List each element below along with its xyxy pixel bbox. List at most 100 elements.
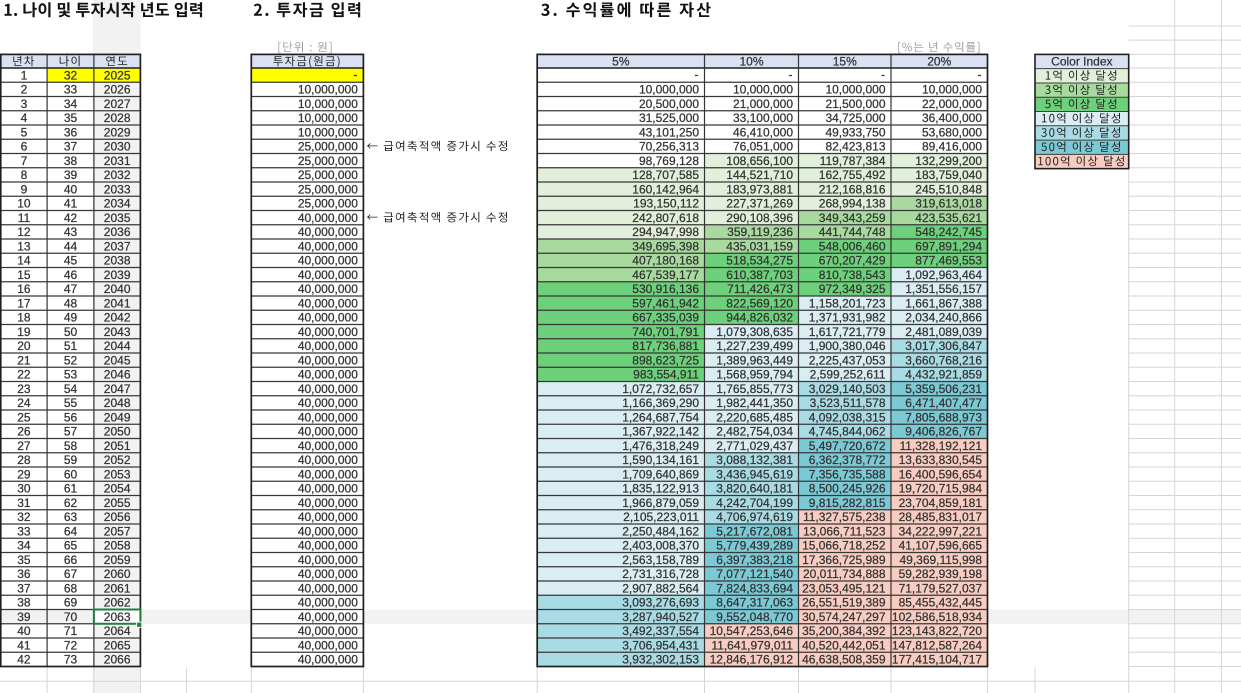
svg-text:2038: 2038 <box>104 254 131 268</box>
svg-text:59: 59 <box>64 453 78 467</box>
svg-text:28: 28 <box>17 453 31 467</box>
svg-text:3,093,276,693: 3,093,276,693 <box>622 596 699 610</box>
svg-text:1,765,855,773: 1,765,855,773 <box>716 382 793 396</box>
svg-text:40,000,000: 40,000,000 <box>298 282 358 296</box>
svg-text:40,000,000: 40,000,000 <box>298 254 358 268</box>
svg-text:7,077,121,540: 7,077,121,540 <box>716 567 793 581</box>
svg-text:34: 34 <box>64 97 78 111</box>
svg-text:1,982,441,350: 1,982,441,350 <box>716 396 793 410</box>
svg-text:76,051,000: 76,051,000 <box>733 140 793 154</box>
svg-text:1,371,931,982: 1,371,931,982 <box>809 311 886 325</box>
svg-text:57: 57 <box>64 425 78 439</box>
svg-text:3,820,640,181: 3,820,640,181 <box>716 482 793 496</box>
svg-text:71: 71 <box>64 624 78 638</box>
svg-text:25,000,000: 25,000,000 <box>298 140 358 154</box>
svg-text:15: 15 <box>17 268 31 282</box>
svg-text:40,000,000: 40,000,000 <box>298 325 358 339</box>
svg-text:441,744,748: 441,744,748 <box>819 225 886 239</box>
svg-text:40,000,000: 40,000,000 <box>298 610 358 624</box>
svg-text:3,029,140,503: 3,029,140,503 <box>809 382 886 396</box>
svg-text:14: 14 <box>17 254 31 268</box>
svg-text:40,000,000: 40,000,000 <box>298 211 358 225</box>
svg-text:2,225,437,053: 2,225,437,053 <box>809 353 886 367</box>
svg-text:10: 10 <box>17 197 31 211</box>
svg-text:2028: 2028 <box>104 111 131 125</box>
svg-text:40,000,000: 40,000,000 <box>298 467 358 481</box>
svg-text:8: 8 <box>21 168 28 182</box>
svg-text:2,403,008,370: 2,403,008,370 <box>622 539 699 553</box>
svg-text:40,000,000: 40,000,000 <box>298 268 358 282</box>
svg-text:22: 22 <box>17 368 31 382</box>
svg-text:4,432,921,859: 4,432,921,859 <box>905 368 982 382</box>
svg-text:15,066,718,252: 15,066,718,252 <box>802 539 886 553</box>
svg-text:24: 24 <box>17 396 31 410</box>
svg-text:20,500,000: 20,500,000 <box>639 97 699 111</box>
svg-text:2064: 2064 <box>104 624 131 638</box>
svg-text:40,000,000: 40,000,000 <box>298 239 358 253</box>
svg-text:20: 20 <box>17 339 31 353</box>
svg-text:40,000,000: 40,000,000 <box>298 482 358 496</box>
svg-text:349,343,259: 349,343,259 <box>819 211 886 225</box>
svg-text:597,461,942: 597,461,942 <box>632 296 699 310</box>
svg-text:27: 27 <box>17 439 31 453</box>
svg-text:19: 19 <box>17 325 31 339</box>
svg-text:1,966,879,059: 1,966,879,059 <box>622 496 699 510</box>
svg-text:23,053,495,121: 23,053,495,121 <box>802 581 886 595</box>
svg-text:810,738,543: 810,738,543 <box>819 268 886 282</box>
svg-text:435,031,159: 435,031,159 <box>726 239 793 253</box>
svg-text:290,108,396: 290,108,396 <box>726 211 793 225</box>
svg-text:10,547,253,646: 10,547,253,646 <box>710 624 794 638</box>
svg-text:-: - <box>353 68 357 82</box>
svg-text:2057: 2057 <box>104 524 131 538</box>
svg-text:407,180,168: 407,180,168 <box>632 254 699 268</box>
svg-text:2035: 2035 <box>104 211 131 225</box>
svg-text:49,933,750: 49,933,750 <box>825 125 885 139</box>
svg-text:15%: 15% <box>833 55 857 69</box>
svg-text:2027: 2027 <box>104 97 131 111</box>
svg-text:72: 72 <box>64 638 78 652</box>
svg-text:1,835,122,913: 1,835,122,913 <box>622 482 699 496</box>
svg-text:55: 55 <box>64 396 78 410</box>
svg-text:51: 51 <box>64 339 78 353</box>
svg-text:2051: 2051 <box>104 439 131 453</box>
svg-text:41: 41 <box>17 638 31 652</box>
svg-text:70,256,313: 70,256,313 <box>639 140 699 154</box>
svg-text:36: 36 <box>17 567 31 581</box>
svg-text:-: - <box>789 68 793 82</box>
svg-text:2039: 2039 <box>104 268 131 282</box>
svg-text:40,000,000: 40,000,000 <box>298 311 358 325</box>
svg-text:11,641,979,011: 11,641,979,011 <box>711 638 793 652</box>
svg-text:10,000,000: 10,000,000 <box>922 83 982 97</box>
svg-text:3,523,511,578: 3,523,511,578 <box>810 396 886 410</box>
svg-text:34,725,000: 34,725,000 <box>825 111 885 125</box>
svg-text:9: 9 <box>21 182 28 196</box>
svg-text:1,476,318,249: 1,476,318,249 <box>622 439 699 453</box>
svg-text:1,227,239,499: 1,227,239,499 <box>716 339 793 353</box>
svg-text:2036: 2036 <box>104 225 131 239</box>
svg-text:2031: 2031 <box>104 154 131 168</box>
svg-text:85,455,432,445: 85,455,432,445 <box>899 596 983 610</box>
svg-text:2,563,158,789: 2,563,158,789 <box>622 553 699 567</box>
svg-text:45: 45 <box>64 254 78 268</box>
svg-text:2045: 2045 <box>104 353 131 367</box>
svg-text:877,469,553: 877,469,553 <box>915 254 982 268</box>
svg-text:2,771,029,437: 2,771,029,437 <box>716 439 793 453</box>
svg-text:1,900,380,046: 1,900,380,046 <box>809 339 886 353</box>
svg-text:49,369,115,998: 49,369,115,998 <box>899 553 982 567</box>
svg-text:20,011,734,888: 20,011,734,888 <box>803 567 886 581</box>
svg-text:13,066,711,523: 13,066,711,523 <box>803 524 886 538</box>
svg-text:10,000,000: 10,000,000 <box>825 83 885 97</box>
svg-text:242,807,618: 242,807,618 <box>632 211 699 225</box>
svg-text:22,000,000: 22,000,000 <box>922 97 982 111</box>
svg-text:25,000,000: 25,000,000 <box>298 197 358 211</box>
svg-text:46,638,508,359: 46,638,508,359 <box>802 653 886 667</box>
svg-text:177,415,104,717: 177,415,104,717 <box>892 653 982 667</box>
svg-text:711,426,473: 711,426,473 <box>727 282 793 296</box>
svg-text:89,416,000: 89,416,000 <box>922 140 982 154</box>
svg-text:10,000,000: 10,000,000 <box>298 97 358 111</box>
svg-text:21,000,000: 21,000,000 <box>733 97 793 111</box>
svg-text:2061: 2061 <box>104 581 131 595</box>
svg-text:5,217,672,081: 5,217,672,081 <box>716 524 793 538</box>
svg-text:349,695,398: 349,695,398 <box>632 239 699 253</box>
svg-text:1: 1 <box>21 68 28 82</box>
